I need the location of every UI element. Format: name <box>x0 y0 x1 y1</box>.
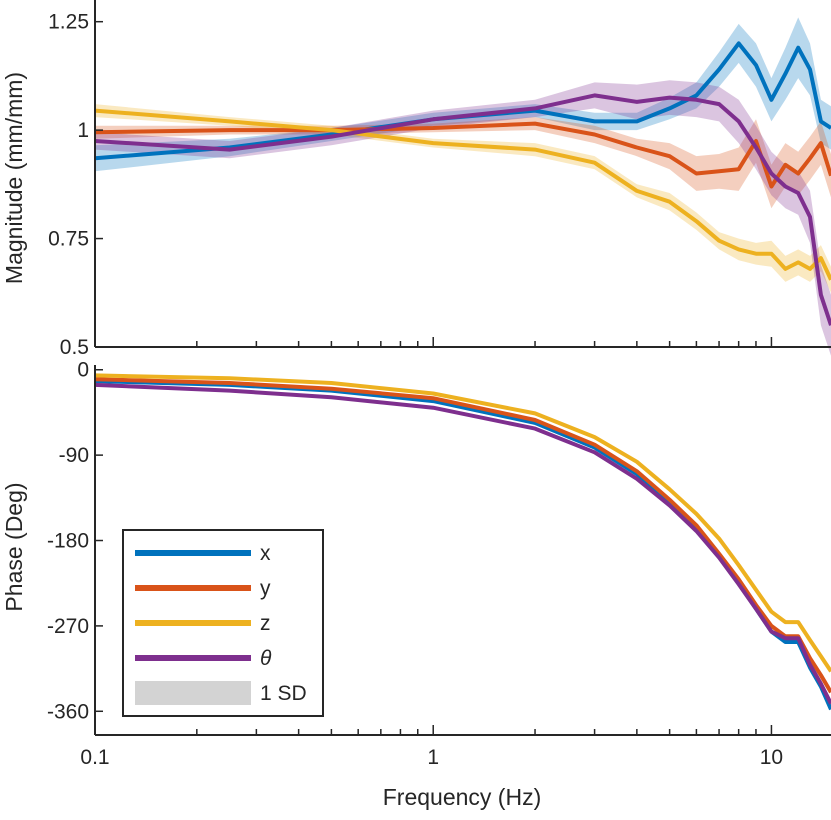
phase-line-z <box>94 373 831 673</box>
magnitude-sd-bands <box>95 17 831 356</box>
phase-lines <box>94 373 831 711</box>
legend-label-y: y <box>260 577 271 600</box>
magnitude-panel: 0.5 0.75 1 1.25 Magnitude (mm/mm) <box>1 0 831 359</box>
magnitude-y-tick-label: 0.5 <box>60 336 89 359</box>
magnitude-line-y <box>94 121 831 189</box>
legend-label-x: x <box>260 542 271 565</box>
magnitude-line-z <box>94 108 831 281</box>
magnitude-y-tick-label: 1.25 <box>48 11 89 34</box>
phase-y-tick-label: 0 <box>77 359 89 382</box>
magnitude-axes: 0.5 0.75 1 1.25 <box>48 0 831 359</box>
magnitude-lines <box>94 41 831 326</box>
phase-y-tick-label: -270 <box>47 615 89 638</box>
frequency-x-tick-label: 1 <box>427 746 439 769</box>
legend-label-sd: 1 SD <box>260 682 307 705</box>
phase-axes: 0 -90 -180 -270 -360 0.1 1 10 <box>47 359 831 769</box>
phase-y-axis-label: Phase (Deg) <box>1 482 27 611</box>
phase-panel: 0 -90 -180 -270 -360 0.1 1 10 Phase (Deg) Frequ… <box>1 359 831 810</box>
sd-band-theta <box>95 80 831 356</box>
phase-line-theta <box>94 382 831 705</box>
magnitude-y-tick-label: 1 <box>77 119 89 142</box>
frequency-x-axis-label: Frequency (Hz) <box>383 784 541 810</box>
frequency-x-tick-label: 10 <box>760 746 783 769</box>
magnitude-line-theta <box>94 93 831 326</box>
legend-label-theta: θ <box>260 647 272 670</box>
magnitude-y-axis-label: Magnitude (mm/mm) <box>1 72 27 284</box>
sd-band-y <box>95 117 831 209</box>
phase-y-tick-label: -360 <box>47 700 89 723</box>
magnitude-y-tick-label: 0.75 <box>48 228 89 251</box>
frequency-x-tick-label: 0.1 <box>80 746 109 769</box>
sd-band-z <box>95 104 831 293</box>
legend-swatch-sd <box>135 681 251 705</box>
sd-band-x <box>95 17 831 172</box>
legend-label-z: z <box>260 612 271 635</box>
phase-y-tick-label: -180 <box>47 530 89 553</box>
phase-y-tick-label: -90 <box>59 444 89 467</box>
